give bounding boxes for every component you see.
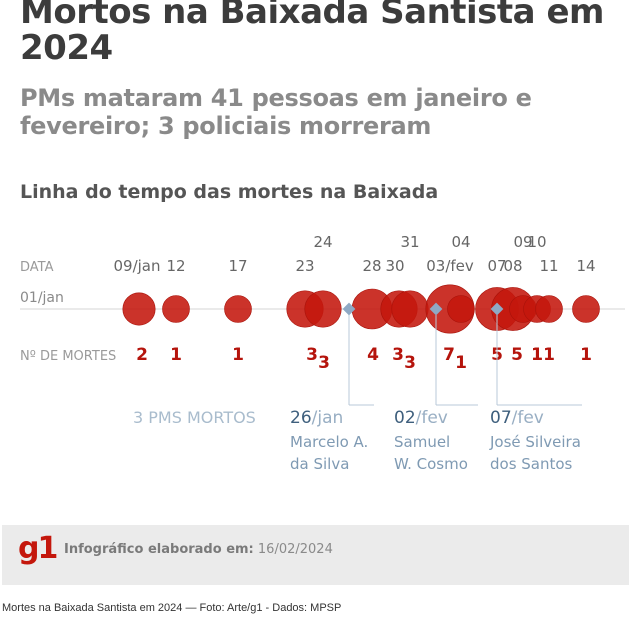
death-count-label: 1 — [455, 353, 467, 373]
date-label: 03/fev — [426, 257, 474, 275]
date-label: 09/jan — [113, 257, 160, 275]
death-count-label: 3 — [404, 353, 416, 373]
date-label: 14 — [576, 257, 595, 275]
death-bubble — [391, 290, 429, 328]
date-label: 31 — [400, 233, 419, 251]
police-date-label: 07/fev — [490, 408, 544, 428]
date-label: 04 — [451, 233, 470, 251]
death-bubble — [224, 295, 252, 323]
death-count-label: 1 — [170, 345, 182, 365]
row-label-deaths: Nº DE MORTES — [20, 349, 116, 364]
date-label: 09 — [513, 233, 532, 251]
date-label: 11 — [539, 257, 558, 275]
police-date-label: 26/jan — [290, 408, 343, 428]
police-date-month: /fev — [512, 408, 544, 428]
death-count-label: 1 — [531, 345, 543, 365]
row-label-date: DATA — [20, 260, 54, 275]
date-label: 23 — [295, 257, 314, 275]
footer: g1 Infográfico elaborado em: 16/02/2024 — [2, 525, 629, 585]
death-count-label: 3 — [318, 353, 330, 373]
death-count-label: 2 — [136, 345, 148, 365]
death-count-label: 3 — [306, 345, 318, 365]
row-label-start: 01/jan — [20, 290, 64, 306]
death-count-label: 1 — [580, 345, 592, 365]
date-label: 07 — [487, 257, 506, 275]
police-name-line1: Marcelo A. — [290, 433, 368, 451]
death-count-label: 7 — [443, 345, 455, 365]
date-label: 28 — [362, 257, 381, 275]
police-name-line2: dos Santos — [490, 455, 573, 473]
police-name-line2: da Silva — [290, 455, 349, 473]
police-name-line1: José Silveira — [489, 433, 581, 451]
death-count-label: 4 — [367, 345, 379, 365]
chart-title: Mortos na Baixada Santista em 2024 — [20, 0, 604, 68]
death-bubble — [535, 295, 563, 323]
police-death-marker — [429, 302, 443, 316]
death-count-label: 1 — [531, 345, 543, 365]
date-label: 12 — [166, 257, 185, 275]
death-bubble — [572, 295, 600, 323]
death-bubble — [447, 295, 475, 323]
date-label: 24 — [313, 233, 332, 251]
death-bubble — [162, 295, 190, 323]
police-death-marker — [342, 302, 356, 316]
police-name-line2: W. Cosmo — [394, 455, 468, 473]
police-date-day: 02 — [394, 408, 416, 428]
date-label: 08 — [503, 257, 522, 275]
g1-logo: g1 — [18, 531, 58, 566]
image-caption: Mortes na Baixada Santista em 2024 — Fot… — [2, 602, 342, 614]
death-count-label: 1 — [543, 345, 555, 365]
police-date-label: 02/fev — [394, 408, 448, 428]
police-date-month: /jan — [312, 408, 344, 428]
police-date-day: 26 — [290, 408, 312, 428]
date-label: 17 — [228, 257, 247, 275]
date-label: 30 — [385, 257, 404, 275]
death-bubble — [122, 292, 156, 326]
date-label: 10 — [527, 233, 546, 251]
police-name-line1: Samuel — [394, 433, 450, 451]
death-count-label: 1 — [232, 345, 244, 365]
credit: Infográfico elaborado em: 16/02/2024 — [64, 542, 333, 557]
credit-label: Infográfico elaborado em: — [64, 542, 254, 557]
police-date-month: /fev — [416, 408, 448, 428]
death-bubble — [304, 290, 342, 328]
police-date-day: 07 — [490, 408, 512, 428]
credit-date: 16/02/2024 — [257, 542, 333, 557]
death-count-label: 3 — [392, 345, 404, 365]
section-title: Linha do tempo das mortes na Baixada — [20, 181, 439, 203]
chart-subtitle: PMs mataram 41 pessoas em janeiro e feve… — [20, 84, 532, 140]
police-deaths-label: 3 PMS MORTOS — [133, 408, 256, 427]
police-death-marker — [490, 302, 504, 316]
death-count-label: 5 — [511, 345, 523, 365]
